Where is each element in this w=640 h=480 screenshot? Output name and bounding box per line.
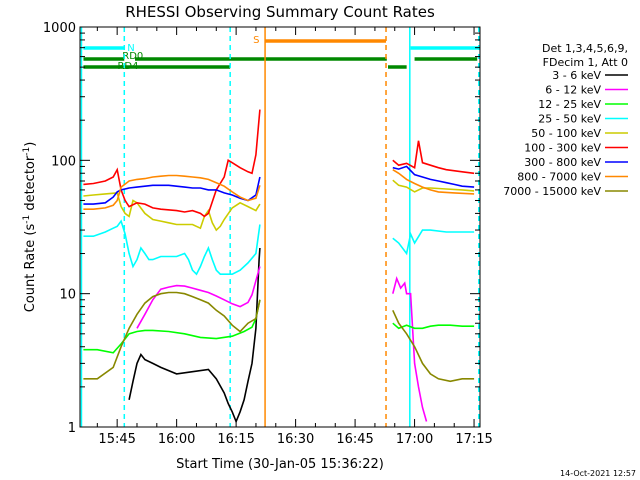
x-tick-label: 17:00 (396, 432, 433, 447)
legend-entry-label: 3 - 6 keV (552, 69, 601, 82)
legend-entry-label: 7000 - 15000 keV (503, 185, 601, 198)
series-line (392, 229, 475, 256)
series-line (392, 165, 475, 188)
series-line (83, 299, 261, 354)
y-label-mid: detector (23, 155, 38, 215)
series-line (392, 309, 475, 383)
y-tick-label: 100 (51, 154, 76, 169)
series-line (83, 176, 261, 205)
y-label-main: Count Rate (s (23, 224, 38, 313)
timestamp: 14-Oct-2021 12:57 (560, 469, 636, 478)
legend-entry-label: 25 - 50 keV (538, 113, 601, 126)
series-line (83, 174, 261, 210)
y-label-exp1: -1 (22, 215, 32, 224)
y-tick-label: 10 (59, 288, 76, 303)
annotation-lines (80, 27, 480, 427)
y-label-end: ) (23, 142, 38, 147)
series-line (392, 140, 475, 175)
series-line (128, 247, 261, 424)
series-line (136, 266, 261, 329)
legend-entry-label: 12 - 25 keV (538, 98, 601, 111)
flag-label: N (127, 43, 134, 54)
x-tick-label: 16:00 (158, 432, 195, 447)
series-line (392, 169, 475, 195)
y-tick-label: 1 (68, 421, 76, 436)
x-tick-label: 15:45 (98, 432, 135, 447)
legend-entry-label: 6 - 12 keV (545, 84, 601, 97)
flag-label: RD4 (117, 61, 138, 72)
series-lines (83, 109, 475, 424)
x-tick-label: 17:15 (455, 432, 492, 447)
y-tick-label: 1000 (43, 21, 76, 36)
legend: Det 1,3,4,5,6,9, FDecim 1, Att 0 3 - 6 k… (503, 42, 628, 198)
series-line (83, 109, 261, 218)
x-tick-label: 16:45 (336, 432, 373, 447)
series-line (83, 192, 261, 232)
legend-entry-label: 300 - 800 keV (524, 156, 601, 169)
x-tick-label: 16:30 (277, 432, 314, 447)
x-tick-label: 16:15 (217, 432, 254, 447)
series-line (392, 179, 475, 193)
flag-label: RD0 (122, 51, 143, 62)
axes: 15:45 16:00 16:15 16:30 16:45 17:00 17:15 1 10 10… (43, 21, 493, 447)
legend-header-line-1: Det 1,3,4,5,6,9, (542, 42, 628, 55)
y-axis-label: Count Rate (s-1 detector-1) (22, 142, 38, 313)
x-axis-label: Start Time (30-Jan-05 15:36:22) (176, 457, 384, 472)
series-line (83, 291, 261, 380)
legend-entry-label: 800 - 7000 keV (517, 171, 601, 184)
series-line (83, 219, 261, 276)
legend-header-line-2: FDecim 1, Att 0 (543, 56, 628, 69)
flag-label: S (253, 35, 259, 46)
series-line (392, 322, 475, 330)
legend-entry-label: 100 - 300 keV (524, 142, 601, 155)
legend-entry-label: 50 - 100 keV (531, 127, 601, 140)
series-line (392, 275, 428, 422)
chart-title: RHESSI Observing Summary Count Rates (125, 3, 435, 21)
y-label-exp2: -1 (22, 147, 32, 156)
plot-frame (79, 26, 481, 428)
